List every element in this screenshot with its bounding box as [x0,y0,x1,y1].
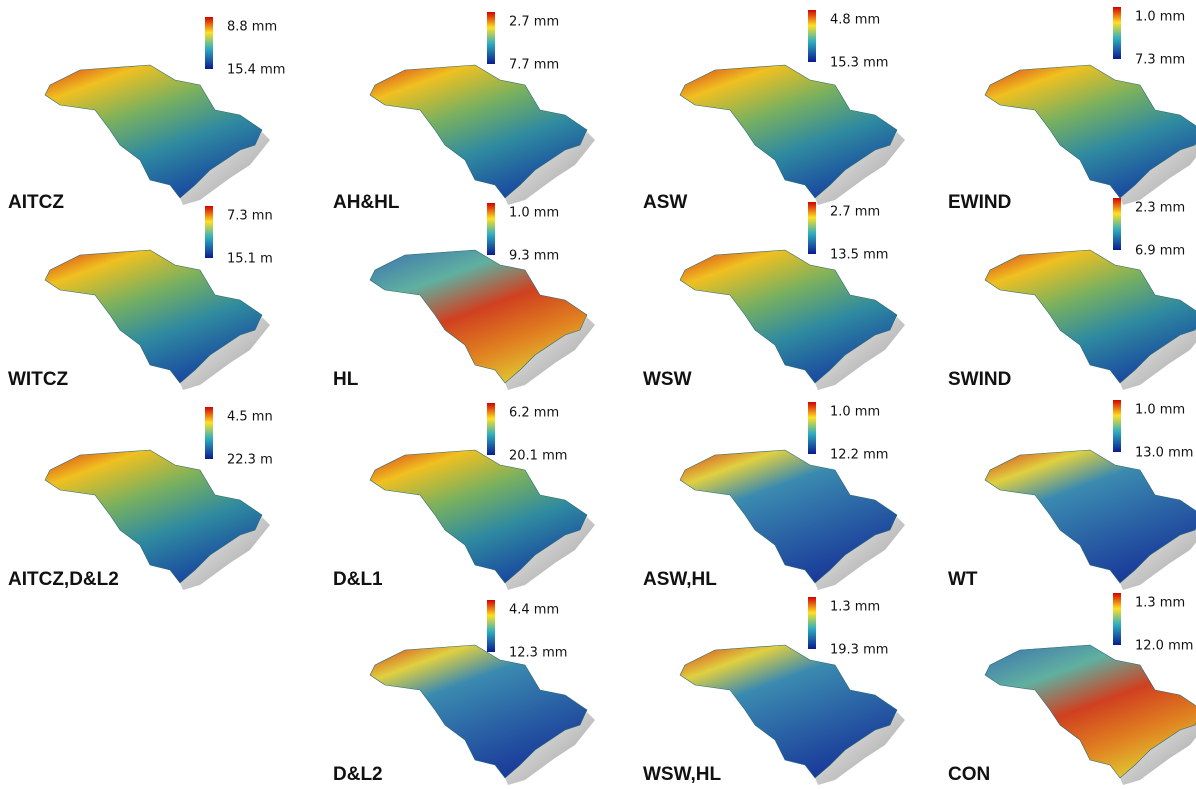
colorbar-min-label: 12.2 mm [830,448,888,463]
colorbar [808,402,816,454]
colorbar-min-label: 15.4 mm [227,63,285,78]
colorbar-max-label: 4.4 mm [509,603,559,618]
colorbar-min-label: 20.1 mm [509,449,567,464]
colorbar-min-label: 7.3 mm [1135,53,1185,68]
colorbar [205,17,213,69]
colorbar-max-label: 1.0 mm [830,405,880,420]
panel-label: WSW,HL [643,764,721,785]
colorbar-max-label: 1.3 mm [830,600,880,615]
colorbar [808,597,816,649]
panel-label: AITCZ [8,192,64,213]
colorbar-max-label: 4.8 mm [830,13,880,28]
colorbar-max-label: 2.7 mm [509,15,559,30]
colorbar-max-label: 1.0 mm [509,206,559,221]
colorbar-min-label: 13.0 mm [1135,446,1193,461]
colorbar-min-label: 12.3 mm [509,646,567,661]
colorbar [487,403,495,455]
colorbar [1113,400,1121,452]
colorbar [808,10,816,62]
colorbar-min-label: 6.9 mm [1135,244,1185,259]
colorbar [487,203,495,255]
panel-label: HL [333,369,359,390]
colorbar [205,206,213,258]
panel-label: D&L2 [333,764,383,785]
panel-label: AITCZ,D&L2 [8,569,119,590]
colorbar-min-label: 13.5 mm [830,248,888,263]
panel-label: EWIND [948,192,1011,213]
panel-label: WT [948,569,978,590]
colorbar [808,202,816,254]
colorbar [205,407,213,459]
colorbar-min-label: 7.7 mm [509,58,559,73]
panel-label: ASW,HL [643,569,717,590]
colorbar-max-label: 4.5 mn [227,410,273,425]
colorbar-max-label: 7.3 mn [227,209,273,224]
panel-label: CON [948,764,990,785]
colorbar-min-label: 22.3 m [227,453,273,468]
colorbar [1113,198,1121,250]
panel-label: WITCZ [8,369,69,390]
panel-label: AH&HL [333,192,400,213]
colorbar-min-label: 19.3 mm [830,643,888,658]
panel-label: WSW [643,369,692,390]
colorbar-max-label: 1.0 mm [1135,403,1185,418]
colorbar-max-label: 2.7 mm [830,205,880,220]
panel-label: D&L1 [333,569,383,590]
colorbar [487,12,495,64]
colorbar [1113,7,1121,59]
colorbar [1113,593,1121,645]
colorbar-max-label: 6.2 mm [509,406,559,421]
colorbar-min-label: 15.1 m [227,252,273,267]
colorbar-max-label: 2.3 mm [1135,201,1185,216]
colorbar-min-label: 9.3 mm [509,249,559,264]
colorbar-max-label: 1.0 mm [1135,10,1185,25]
panel-label: ASW [643,192,687,213]
colorbar-min-label: 12.0 mm [1135,639,1193,654]
colorbar [487,600,495,652]
colorbar-min-label: 15.3 mm [830,56,888,71]
figure: 8.8 mm 15.4 mm AITCZ 2.7 mm 7.7 mm AH&HL 4.8 m… [0,0,1196,789]
panel-label: SWIND [948,369,1011,390]
colorbar-max-label: 8.8 mm [227,20,277,35]
colorbar-max-label: 1.3 mm [1135,596,1185,611]
